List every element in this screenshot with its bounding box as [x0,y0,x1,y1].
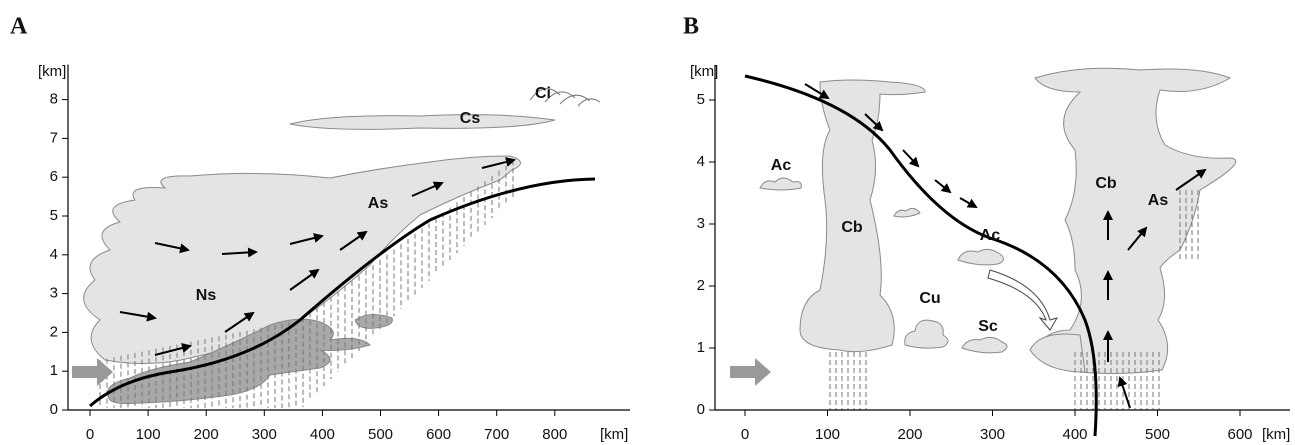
cloud [759,177,802,191]
x-tick-label: 700 [484,426,509,443]
y-tick-label: 8 [50,91,58,108]
cloud-label: Cs [460,110,481,127]
y-tick-label: 1 [50,362,58,379]
y-tick-label: 4 [50,246,58,263]
y-tick-label: 7 [50,129,58,146]
panel-label: A [10,14,28,40]
cloud [957,248,1004,266]
cloud-label: Ns [196,287,217,304]
x-tick-label: 400 [1062,426,1087,443]
artwork [72,67,1237,437]
rain [829,190,1199,410]
cloud-label: Cu [919,290,940,307]
x-tick-label: 800 [542,426,567,443]
x-tick-label: 100 [136,426,161,443]
cloud [289,114,556,130]
y-unit: [km] [38,63,66,80]
y-tick-label: 3 [50,285,58,302]
cloud [107,318,371,405]
y-unit: [km] [690,63,718,80]
cloud [1034,67,1237,375]
front [744,74,1098,437]
cloud-label: Ac [771,157,792,174]
x-tick-label: 600 [426,426,451,443]
front [89,177,596,408]
panel-label: B [683,14,699,40]
cloud [961,336,1008,354]
cloud-label: Ci [535,85,551,102]
x-tick-label: 600 [1227,426,1252,443]
x-tick-label: 300 [980,426,1005,443]
arrows [730,83,1207,409]
x-tick-label: 0 [86,426,94,443]
y-tick-label: 1 [697,339,705,356]
x-unit: [km] [600,426,628,443]
x-tick-label: 100 [815,426,840,443]
x-tick-label: 200 [897,426,922,443]
x-tick-label: 200 [194,426,219,443]
downdraft-arrow [987,269,1059,331]
x-tick-label: 500 [1145,426,1170,443]
x-tick-label: 0 [741,426,749,443]
x-unit: [km] [1262,426,1290,443]
wind-arrow [72,358,113,386]
cloud-label: Cb [1095,175,1117,192]
x-tick-label: 300 [252,426,277,443]
y-tick-label: 0 [50,401,58,418]
x-tick-label: 500 [368,426,393,443]
y-tick-label: 6 [50,168,58,185]
y-tick-label: 4 [697,153,705,170]
wind-arrow [730,358,771,386]
x-tick-label: 400 [310,426,335,443]
y-tick-label: 2 [50,323,58,340]
cloud [904,319,949,349]
arrows [72,157,516,386]
y-tick-label: 3 [697,215,705,232]
cloud-label: As [368,195,389,212]
cloud [1029,333,1086,373]
cloud [893,207,921,218]
cirrus [529,88,601,107]
cloud-label: Sc [978,318,998,335]
cloud-label: As [1148,192,1169,209]
y-tick-label: 0 [697,401,705,418]
cloud [799,79,926,353]
cloud-label: Ac [980,227,1001,244]
y-tick-label: 2 [697,277,705,294]
cloud-label: Cb [841,219,863,236]
cloud [354,314,393,329]
y-tick-label: 5 [50,207,58,224]
labels: A B [10,14,699,40]
y-tick-label: 5 [697,91,705,108]
